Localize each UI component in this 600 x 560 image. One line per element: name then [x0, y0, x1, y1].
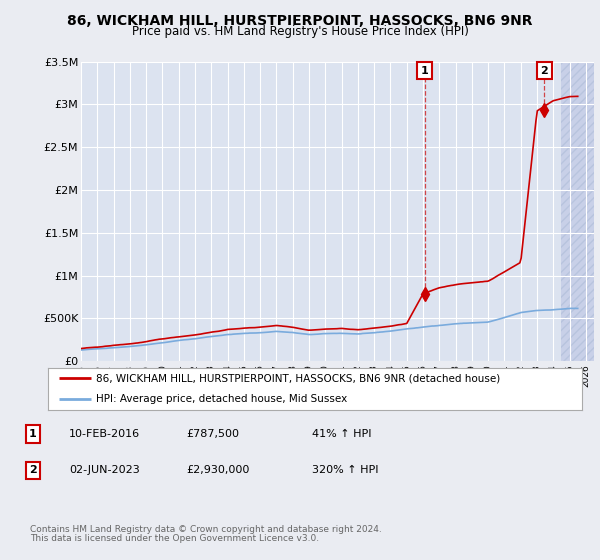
Text: £2,930,000: £2,930,000 — [186, 465, 250, 475]
Text: £787,500: £787,500 — [186, 429, 239, 439]
Text: 86, WICKHAM HILL, HURSTPIERPOINT, HASSOCKS, BN6 9NR (detached house): 86, WICKHAM HILL, HURSTPIERPOINT, HASSOC… — [96, 374, 500, 384]
Text: 2: 2 — [541, 66, 548, 76]
Text: 86, WICKHAM HILL, HURSTPIERPOINT, HASSOCKS, BN6 9NR: 86, WICKHAM HILL, HURSTPIERPOINT, HASSOC… — [67, 14, 533, 28]
Text: HPI: Average price, detached house, Mid Sussex: HPI: Average price, detached house, Mid … — [96, 394, 347, 404]
Text: 320% ↑ HPI: 320% ↑ HPI — [312, 465, 379, 475]
Text: Price paid vs. HM Land Registry's House Price Index (HPI): Price paid vs. HM Land Registry's House … — [131, 25, 469, 38]
Text: 10-FEB-2016: 10-FEB-2016 — [69, 429, 140, 439]
Bar — [562, 62, 594, 361]
Text: 2: 2 — [29, 465, 37, 475]
Text: 02-JUN-2023: 02-JUN-2023 — [69, 465, 140, 475]
Text: 41% ↑ HPI: 41% ↑ HPI — [312, 429, 371, 439]
Text: 1: 1 — [29, 429, 37, 439]
Text: This data is licensed under the Open Government Licence v3.0.: This data is licensed under the Open Gov… — [30, 534, 319, 543]
Text: 1: 1 — [421, 66, 428, 76]
Text: Contains HM Land Registry data © Crown copyright and database right 2024.: Contains HM Land Registry data © Crown c… — [30, 525, 382, 534]
